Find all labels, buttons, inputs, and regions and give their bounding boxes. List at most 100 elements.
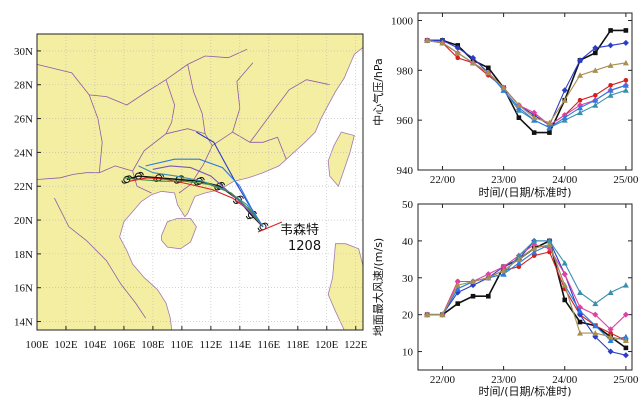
wind-point bbox=[622, 337, 629, 343]
pressure-point bbox=[531, 109, 538, 116]
wind-point bbox=[486, 293, 491, 299]
wind-point bbox=[607, 348, 614, 355]
pressure-point bbox=[561, 87, 568, 94]
map-ytick-label: 16N bbox=[14, 283, 33, 295]
wind-point bbox=[622, 282, 629, 288]
pressure-point bbox=[592, 102, 599, 108]
wind-point bbox=[622, 333, 629, 340]
wind-point bbox=[577, 330, 584, 336]
wind-point bbox=[607, 326, 614, 333]
track-line-5 bbox=[152, 165, 264, 228]
wind-plot-frame bbox=[417, 203, 633, 371]
pressure-point bbox=[607, 42, 614, 49]
wind-point bbox=[546, 237, 553, 244]
wind-point bbox=[622, 352, 629, 359]
pressure-ytick-label: 980 bbox=[397, 65, 414, 77]
pressure-point bbox=[439, 39, 446, 46]
map-xtick-label: 118E bbox=[286, 339, 309, 351]
pressure-point bbox=[622, 39, 629, 46]
pressure-point bbox=[424, 37, 431, 43]
wind-point bbox=[531, 248, 538, 255]
wind-ytick-label: 30 bbox=[402, 273, 414, 285]
typhoon-name: 韦森特 bbox=[280, 223, 319, 238]
wind-point bbox=[622, 311, 629, 318]
pressure-point bbox=[577, 57, 584, 64]
wind-point bbox=[608, 330, 613, 336]
map-xtick-label: 114E bbox=[228, 339, 251, 351]
pressure-point bbox=[531, 114, 538, 121]
map-frame bbox=[36, 33, 364, 331]
pressure-point bbox=[592, 97, 599, 103]
wind-point bbox=[531, 253, 537, 258]
pressure-point bbox=[607, 92, 614, 98]
pressure-point bbox=[470, 59, 477, 66]
pressure-point bbox=[546, 119, 553, 126]
wind-chart: 10 20 30 40 50 22/00 23/00 24/00 25/00 地面最大风速/(m… bbox=[371, 199, 639, 398]
border-line-9 bbox=[187, 64, 206, 134]
wind-point bbox=[439, 311, 446, 318]
map-ytick-label: 28N bbox=[14, 80, 33, 92]
pressure-point bbox=[470, 54, 477, 61]
pressure-point bbox=[577, 109, 584, 116]
wind-xtick-label: 25/00 bbox=[613, 374, 639, 386]
pressure-point bbox=[592, 44, 599, 51]
wind-point bbox=[546, 241, 553, 248]
pressure-point bbox=[592, 67, 599, 73]
map-xtick-label: 106E bbox=[112, 339, 136, 351]
wind-point bbox=[607, 333, 614, 340]
wind-point bbox=[561, 260, 568, 266]
pressure-point bbox=[607, 62, 614, 68]
pressure-point bbox=[622, 82, 629, 88]
wind-point bbox=[561, 271, 568, 278]
map-xtick-label: 116E bbox=[257, 339, 280, 351]
map-xtick-label: 104E bbox=[83, 339, 107, 351]
pressure-point bbox=[577, 104, 584, 111]
pressure-series bbox=[424, 28, 629, 135]
wind-point bbox=[470, 278, 477, 284]
wind-point bbox=[515, 256, 522, 262]
wind-ylabel: 地面最大风速/(m/s) bbox=[371, 238, 385, 336]
track-line-7 bbox=[145, 158, 264, 228]
map-ytick-label: 30N bbox=[14, 46, 33, 58]
wind-series-4 bbox=[424, 241, 629, 333]
track-map: 100E 102E 104E 106E 108E 110E 112E 114E 116E 118E… bbox=[14, 33, 368, 351]
pressure-ticks: 940 960 980 1000 22/00 23/00 24/00 25/00 bbox=[391, 13, 639, 186]
wind-series bbox=[424, 237, 629, 359]
border-line-10 bbox=[36, 172, 100, 180]
pressure-point bbox=[607, 87, 614, 93]
border-line-8 bbox=[165, 79, 176, 134]
pressure-point bbox=[485, 69, 492, 76]
pressure-point bbox=[623, 28, 629, 33]
border-line-11 bbox=[54, 197, 147, 319]
wind-point bbox=[577, 307, 584, 314]
wind-point bbox=[485, 271, 492, 278]
map-xtick-label: 112E bbox=[199, 339, 222, 351]
pressure-xtick-label: 23/00 bbox=[491, 174, 517, 186]
pressure-point bbox=[577, 97, 583, 103]
wind-point bbox=[531, 245, 538, 251]
pressure-point bbox=[547, 130, 552, 135]
wind-xtick-label: 22/00 bbox=[430, 374, 456, 386]
map-xtick-label: 102E bbox=[54, 339, 78, 351]
wind-point bbox=[592, 330, 599, 336]
wind-point bbox=[577, 289, 584, 296]
pressure-xlabel: 时间/(日期/标准时) bbox=[479, 185, 572, 199]
pressure-series-line bbox=[427, 39, 626, 126]
map-ytick-label: 14N bbox=[14, 317, 33, 329]
pressure-point bbox=[500, 84, 507, 91]
pressure-xtick-label: 24/00 bbox=[552, 174, 578, 186]
map-ytick-label: 24N bbox=[14, 147, 33, 159]
map-xtick-label: 110E bbox=[170, 339, 193, 351]
wind-point bbox=[516, 264, 522, 270]
map-ytick-label: 18N bbox=[14, 249, 33, 261]
border-line-6 bbox=[249, 79, 330, 143]
map-ticks: 100E 102E 104E 106E 108E 110E 112E 114E 116E 118E… bbox=[14, 46, 368, 351]
typhoon-symbol-shape bbox=[121, 175, 133, 184]
border-line-7 bbox=[88, 94, 103, 173]
pressure-point bbox=[516, 115, 522, 120]
pressure-point bbox=[454, 49, 461, 56]
wind-point bbox=[515, 252, 522, 259]
wind-point bbox=[455, 301, 461, 306]
wind-point bbox=[500, 263, 507, 270]
wind-xtick-label: 24/00 bbox=[552, 374, 578, 386]
